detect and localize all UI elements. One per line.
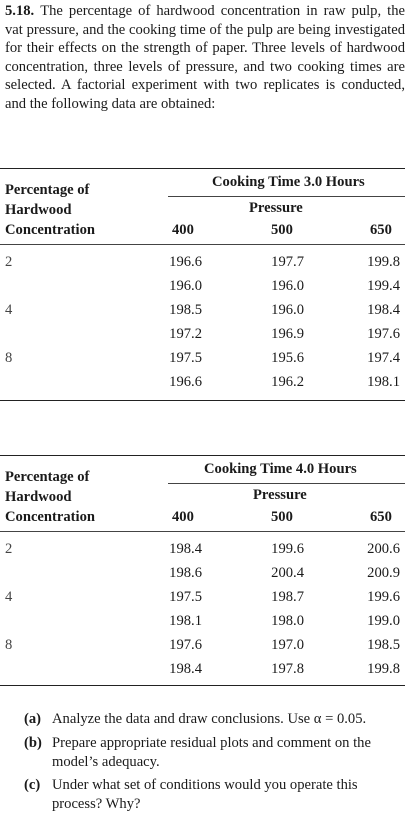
question-text: Under what set of conditions would you o…: [52, 777, 358, 813]
table-top-rule: [0, 168, 405, 170]
table-cell: 198.5: [367, 637, 400, 653]
question-label: (a): [24, 711, 42, 727]
table-cell: 198.1: [169, 613, 202, 629]
table-cell: 196.0: [271, 278, 304, 294]
row-header: Percentage of Hardwood Concentration: [5, 182, 95, 238]
table-cell: 199.6: [367, 589, 400, 605]
table-cell: 197.6: [169, 637, 202, 653]
question-b: (b) Prepare appropriate residual plots a…: [24, 734, 405, 772]
pressure-650: 650: [370, 509, 392, 525]
table-cell: 196.0: [169, 278, 202, 294]
table-bottom-rule: [0, 685, 405, 687]
question-c: (c) Under what set of conditions would y…: [24, 776, 405, 814]
table-cell: 199.4: [367, 278, 400, 294]
table-cell: 196.2: [271, 374, 304, 390]
pressure-400: 400: [172, 509, 194, 525]
pressure-header: Pressure: [253, 487, 307, 503]
data-table-2: Cooking Time 4.0 Hours Pressure Percenta…: [0, 455, 405, 695]
question-label: (c): [24, 777, 41, 794]
table-cell: 196.6: [169, 374, 202, 390]
table-cell: 200.4: [271, 565, 304, 581]
hardwood-level: 2: [5, 541, 13, 557]
pressure-400: 400: [172, 222, 194, 238]
hardwood-level: 4: [5, 589, 13, 605]
problem-statement: 5.18. The percentage of hardwood concentr…: [5, 2, 405, 114]
table-cell: 199.0: [367, 613, 400, 629]
table-cell: 197.2: [169, 326, 202, 342]
table-cell: 197.5: [169, 350, 202, 366]
table-cell: 196.0: [271, 302, 304, 318]
table-cell: 197.5: [169, 589, 202, 605]
question-list: (a) Analyze the data and draw conclusion…: [24, 710, 405, 819]
cooking-time-header: Cooking Time 4.0 Hours: [204, 461, 357, 477]
table-cell: 197.4: [367, 350, 400, 366]
table-cell: 198.4: [169, 661, 202, 677]
table-cell: 198.7: [271, 589, 304, 605]
problem-text: The percentage of hardwood concentration…: [5, 3, 405, 112]
table-cell: 199.6: [271, 541, 304, 557]
table-cell: 199.8: [367, 661, 400, 677]
hardwood-level: 4: [5, 302, 13, 318]
table-cell: 197.8: [271, 661, 304, 677]
data-table-1: Cooking Time 3.0 Hours Pressure Percenta…: [0, 168, 405, 408]
table-cell: 200.9: [367, 565, 400, 581]
header-rule: [0, 531, 405, 532]
hardwood-level: 8: [5, 637, 13, 653]
table-bottom-rule: [0, 400, 405, 402]
table-cell: 198.0: [271, 613, 304, 629]
hardwood-level: 8: [5, 350, 13, 366]
hardwood-level: 2: [5, 254, 13, 270]
cooking-time-underline: [168, 196, 405, 197]
row-header: Percentage of Hardwood Concentration: [5, 469, 95, 525]
pressure-650: 650: [370, 222, 392, 238]
header-rule: [0, 244, 405, 245]
pressure-header: Pressure: [249, 200, 303, 216]
table-cell: 200.6: [367, 541, 400, 557]
table-cell: 198.6: [169, 565, 202, 581]
table-cell: 195.6: [271, 350, 304, 366]
table-cell: 198.4: [169, 541, 202, 557]
question-text: Analyze the data and draw conclusions. U…: [52, 711, 367, 727]
table-cell: 197.6: [367, 326, 400, 342]
question-a: (a) Analyze the data and draw conclusion…: [24, 710, 405, 729]
table-cell: 198.4: [367, 302, 400, 318]
table-cell: 197.0: [271, 637, 304, 653]
cooking-time-header: Cooking Time 3.0 Hours: [212, 174, 365, 190]
table-cell: 196.9: [271, 326, 304, 342]
pressure-500: 500: [271, 509, 293, 525]
cooking-time-underline: [168, 483, 405, 484]
table-cell: 196.6: [169, 254, 202, 270]
table-cell: 198.5: [169, 302, 202, 318]
table-cell: 197.7: [271, 254, 304, 270]
table-cell: 198.1: [367, 374, 400, 390]
problem-number: 5.18.: [5, 3, 35, 19]
table-cell: 199.8: [367, 254, 400, 270]
table-top-rule: [0, 455, 405, 457]
question-label: (b): [24, 734, 42, 751]
pressure-500: 500: [271, 222, 293, 238]
question-text: Prepare appropriate residual plots and c…: [52, 734, 371, 770]
